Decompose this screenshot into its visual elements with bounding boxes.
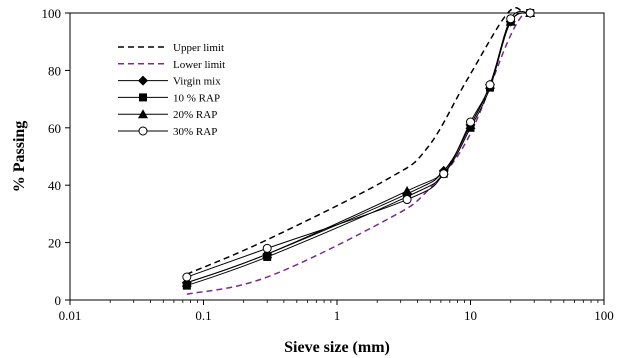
axes: 0.01 0.1 1 10 100 0 20 40 60 80 100	[42, 6, 614, 323]
y-tick-label: 100	[42, 6, 62, 21]
legend-item: 30% RAP	[118, 126, 217, 138]
data-point	[439, 169, 449, 179]
legend-item: 20% RAP	[118, 109, 217, 121]
legend: Upper limit Lower limit Virgin mix 10 % RAP…	[118, 42, 225, 138]
data-point	[525, 8, 535, 18]
legend-label: Virgin mix	[173, 76, 221, 88]
series-line	[186, 12, 525, 295]
legend-marker	[138, 126, 148, 136]
legend-marker	[139, 93, 147, 102]
legend-marker	[138, 109, 148, 119]
y-tick-label: 40	[48, 178, 61, 193]
data-point	[182, 272, 192, 282]
y-tick-label: 80	[48, 63, 61, 78]
series-line	[186, 7, 524, 275]
legend-label: 20% RAP	[173, 109, 217, 121]
x-tick-label: 0.01	[59, 308, 82, 323]
y-tick-label: 60	[48, 121, 61, 136]
series-lower-limit	[186, 12, 525, 295]
data-point	[466, 117, 475, 127]
data-point	[402, 195, 412, 205]
x-axis-title: Sieve size (mm)	[284, 339, 390, 356]
legend-label: Upper limit	[173, 42, 224, 54]
y-axis-title: % Passing	[11, 121, 28, 193]
legend-item: Upper limit	[118, 42, 224, 54]
x-tick-label: 100	[594, 308, 614, 323]
series-upper-limit	[186, 7, 524, 275]
plot-area	[69, 12, 605, 301]
x-tick-label: 1	[334, 308, 341, 323]
legend-item: Lower limit	[118, 59, 225, 71]
series-30-rap	[182, 8, 535, 282]
y-tick-label: 0	[55, 293, 62, 308]
legend-label: 30% RAP	[173, 126, 217, 138]
series-layer	[181, 7, 536, 295]
y-tick-label: 20	[48, 236, 61, 251]
legend-marker	[138, 75, 148, 86]
data-point	[262, 249, 273, 259]
plot-frame	[69, 12, 605, 301]
data-point	[402, 185, 413, 195]
x-tick-label: 0.1	[195, 308, 211, 323]
legend-item: Virgin mix	[118, 75, 221, 88]
legend-item: 10 % RAP	[118, 92, 220, 104]
data-point	[181, 277, 192, 287]
x-tick-label: 10	[464, 308, 477, 323]
data-point	[262, 243, 272, 253]
data-point	[506, 14, 516, 24]
legend-label: Lower limit	[173, 59, 225, 71]
data-point	[485, 80, 495, 90]
legend-label: 10 % RAP	[173, 92, 220, 104]
